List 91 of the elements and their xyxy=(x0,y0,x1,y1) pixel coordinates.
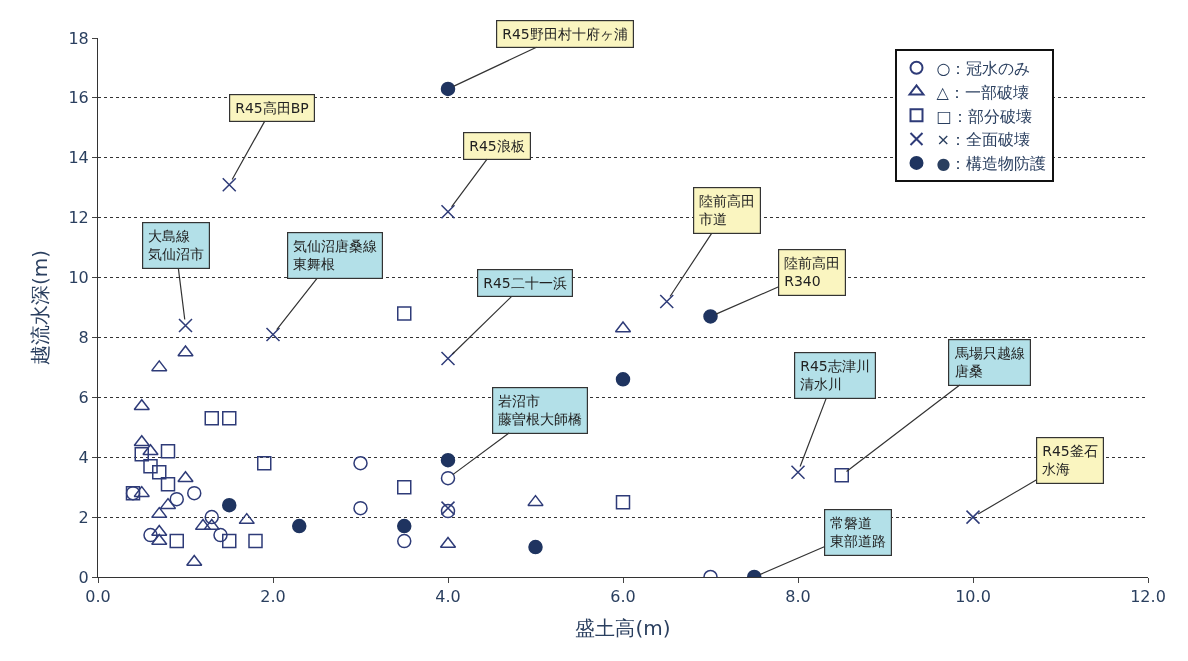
point xyxy=(185,554,203,567)
point xyxy=(790,464,806,480)
point xyxy=(440,81,456,97)
annotation: R45二十一浜 xyxy=(483,275,567,292)
point xyxy=(152,464,167,480)
x-tick-label: 8.0 xyxy=(785,587,811,607)
point xyxy=(265,327,281,342)
point xyxy=(169,533,184,549)
point xyxy=(222,411,237,426)
point xyxy=(527,494,544,507)
annotation: 馬場只越線唐桑 xyxy=(954,345,1026,380)
y-tick-label: 10 xyxy=(68,268,89,288)
point xyxy=(615,494,631,510)
point xyxy=(222,497,237,513)
annotation: 陸前高田市道 xyxy=(699,193,756,228)
point xyxy=(150,524,168,537)
point xyxy=(204,411,219,426)
point xyxy=(159,497,177,510)
point xyxy=(353,500,368,516)
point xyxy=(397,533,412,549)
legend-label: ●：構造物防護 xyxy=(936,154,1047,174)
point xyxy=(177,345,194,357)
x-tick-label: 2.0 xyxy=(260,587,286,607)
annotation: R45浪板 xyxy=(469,138,525,155)
point xyxy=(397,479,412,495)
y-tick-label: 12 xyxy=(68,208,89,228)
point xyxy=(143,527,158,543)
point xyxy=(615,372,631,387)
point xyxy=(187,485,202,501)
point xyxy=(353,455,368,471)
x-tick-label: 10.0 xyxy=(955,587,991,607)
point xyxy=(204,509,219,525)
point xyxy=(213,527,228,543)
y-tick-label: 6 xyxy=(78,387,89,407)
point xyxy=(965,509,981,525)
y-tick-label: 18 xyxy=(68,28,89,48)
annotation: R45釜石水海 xyxy=(1042,443,1098,478)
legend-label: □：部分破壊 xyxy=(936,106,1032,126)
point xyxy=(440,452,456,468)
point xyxy=(222,177,237,192)
point xyxy=(528,539,543,555)
annotation: 常磐道東部道路 xyxy=(830,515,887,550)
point xyxy=(178,318,193,333)
point xyxy=(133,485,151,498)
point xyxy=(439,536,457,549)
point xyxy=(397,518,412,534)
annotation: R45野田村十府ヶ浦 xyxy=(502,26,628,43)
point xyxy=(257,455,272,471)
annotation: 岩沼市藤曽根大師橋 xyxy=(498,393,583,428)
point xyxy=(160,476,176,492)
x-tick-label: 12.0 xyxy=(1130,587,1166,607)
point xyxy=(238,512,256,525)
x-tick-label: 4.0 xyxy=(435,587,461,607)
y-tick-label: 14 xyxy=(68,148,89,168)
legend-label: △：一部破壊 xyxy=(936,82,1029,102)
annotation: 大島線気仙沼市 xyxy=(148,228,205,263)
y-tick-label: 16 xyxy=(68,88,89,108)
x-tick-label: 0.0 xyxy=(85,587,111,607)
point xyxy=(177,470,194,483)
x-axis-title: 盛土高(m) xyxy=(575,615,671,640)
point xyxy=(292,518,307,534)
point xyxy=(150,533,168,546)
point xyxy=(440,204,456,219)
annotation: R45志津川清水川 xyxy=(800,358,870,393)
annotation: 気仙沼唐桑線東舞根 xyxy=(293,238,378,273)
point xyxy=(194,518,212,531)
point xyxy=(397,306,412,321)
y-tick-label: 0 xyxy=(78,567,89,587)
point xyxy=(703,309,718,324)
point xyxy=(834,467,849,483)
point xyxy=(248,533,263,549)
legend-label: ○：冠水のみ xyxy=(936,58,1031,78)
point xyxy=(440,351,456,366)
point xyxy=(160,443,176,459)
annotation: 陸前高田R340 xyxy=(784,255,841,290)
point xyxy=(142,443,159,456)
point xyxy=(222,533,237,549)
point xyxy=(169,491,184,507)
annotation: R45高田BP xyxy=(235,100,309,117)
point xyxy=(659,294,674,309)
y-tick-label: 2 xyxy=(78,507,89,527)
point xyxy=(134,446,149,462)
point xyxy=(150,506,168,519)
y-tick-label: 4 xyxy=(78,447,89,467)
point xyxy=(440,470,456,486)
point xyxy=(203,518,221,531)
y-tick-label: 8 xyxy=(78,328,89,348)
legend-label: ×：全面破壊 xyxy=(936,130,1030,150)
x-tick-label: 6.0 xyxy=(610,587,636,607)
point xyxy=(143,458,158,474)
y-axis-title: 越流水深(m) xyxy=(27,249,52,366)
